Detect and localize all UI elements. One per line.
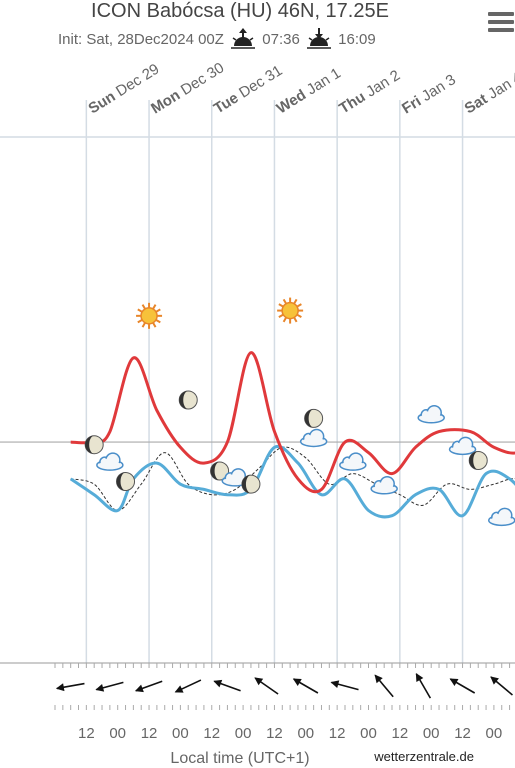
page-title: ICON Babócsa (HU) 46N, 17.25E: [91, 0, 389, 22]
wind-arrow: [174, 679, 202, 693]
cloud-icon: [370, 476, 398, 495]
day-label: Wed Jan 1: [274, 65, 344, 118]
moon-icon: [178, 390, 198, 410]
moon-icon: [468, 450, 488, 470]
menu-icon: [488, 12, 514, 16]
cloud-icon: [487, 507, 515, 527]
cloud-icon: [339, 452, 367, 471]
wind-arrow: [415, 673, 432, 699]
init-info: Init: Sat, 28Dec2024 00Z 07:36 16:09: [58, 28, 376, 50]
sunset-icon: [307, 28, 331, 49]
grid: [0, 100, 515, 663]
day-label: Fri Jan 3: [399, 71, 459, 117]
wind-arrow: [374, 674, 394, 698]
sunrise-time: 07:36: [262, 31, 300, 48]
x-tick-label: 00: [109, 725, 126, 742]
wind-arrow: [95, 681, 124, 692]
weather-icons: [84, 297, 515, 527]
temperature-lines: [69, 351, 515, 519]
wind-arrow: [134, 680, 163, 693]
moon-icon: [304, 408, 324, 428]
credit-text: wetterzentrale.de: [373, 749, 474, 764]
cloud-icon: [448, 436, 477, 456]
cloud-icon: [96, 452, 124, 471]
x-tick-label: 12: [141, 725, 158, 742]
wind-arrow: [449, 678, 476, 694]
x-tick-label: 12: [78, 725, 95, 742]
x-tick-label: 00: [172, 725, 189, 742]
sunrise-icon: [231, 28, 256, 49]
x-tick-label: 00: [486, 725, 503, 742]
x-tick-label: 00: [423, 725, 440, 742]
sunset-time: 16:09: [338, 31, 376, 48]
wind-arrow: [292, 678, 319, 694]
x-tick-label: 12: [266, 725, 283, 742]
x-tick-label: 00: [360, 725, 377, 742]
x-tick-label: 12: [203, 725, 220, 742]
x-tick-label: 12: [454, 725, 471, 742]
menu-button[interactable]: [488, 12, 514, 34]
sun-icon: [277, 297, 304, 324]
wind-arrow: [254, 677, 279, 695]
wind-arrow: [55, 682, 85, 692]
cloud-icon: [299, 428, 328, 448]
x-tick-label: 00: [297, 725, 314, 742]
x-tick-label: 00: [235, 725, 252, 742]
wind-arrow: [330, 680, 359, 691]
temperature-max-line: [70, 351, 515, 494]
init-time: Init: Sat, 28Dec2024 00Z: [58, 31, 224, 48]
moon-icon: [241, 474, 261, 494]
day-label: Thu Jan 2: [336, 67, 403, 118]
x-axis-label: Local time (UTC+1): [170, 750, 309, 767]
cloud-icon: [417, 405, 445, 424]
wind-arrows: [55, 673, 513, 699]
sun-icon: [136, 302, 163, 329]
x-tick-label: 12: [392, 725, 409, 742]
header: ICON Babócsa (HU) 46N, 17.25E Init: Sat,…: [0, 0, 515, 56]
x-tick-label: 12: [329, 725, 346, 742]
temperature-min-line: [69, 444, 515, 519]
moon-icon: [84, 435, 104, 455]
dewpoint-line: [70, 446, 515, 512]
moon-icon: [116, 472, 136, 492]
day-label: Sat Jan 4: [462, 69, 515, 117]
wind-arrow: [490, 676, 513, 696]
moon-icon: [210, 461, 230, 481]
wind-arrow: [213, 679, 241, 692]
